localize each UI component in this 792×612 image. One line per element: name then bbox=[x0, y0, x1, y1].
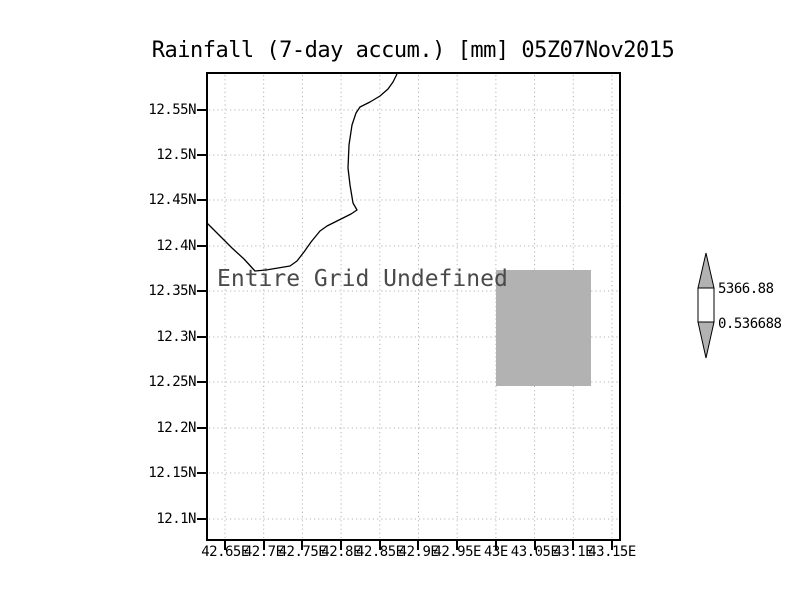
y-axis-label: 12.15N bbox=[148, 465, 196, 481]
colorbar-lower-label: 0.536688 bbox=[718, 316, 782, 332]
x-tick-mark bbox=[456, 541, 458, 550]
y-axis-label: 12.25N bbox=[148, 374, 196, 390]
colorbar-upper-label: 5366.88 bbox=[718, 281, 774, 297]
y-axis-label: 12.2N bbox=[156, 420, 196, 436]
undefined-data-region bbox=[496, 270, 591, 386]
plot-frame bbox=[206, 72, 621, 541]
x-tick-mark bbox=[263, 541, 265, 550]
x-tick-mark bbox=[417, 541, 419, 550]
x-axis-label: 42.7E bbox=[243, 544, 284, 560]
x-tick-mark bbox=[340, 541, 342, 550]
y-tick-mark bbox=[197, 154, 206, 156]
x-axis-label: 42.75E bbox=[278, 544, 327, 560]
y-axis-label: 12.4N bbox=[156, 238, 196, 254]
y-tick-mark bbox=[197, 336, 206, 338]
y-tick-mark bbox=[197, 199, 206, 201]
x-axis-label: 43E bbox=[483, 544, 508, 560]
x-tick-mark bbox=[224, 541, 226, 550]
y-axis-label: 12.5N bbox=[156, 147, 196, 163]
y-axis-label: 12.3N bbox=[156, 329, 196, 345]
x-axis-label: 42.85E bbox=[356, 544, 404, 560]
x-tick-mark bbox=[534, 541, 536, 550]
y-axis-label: 12.1N bbox=[156, 511, 196, 527]
y-tick-mark bbox=[197, 518, 206, 520]
y-axis-label: 12.45N bbox=[148, 192, 196, 208]
y-tick-mark bbox=[197, 427, 206, 429]
colorbar bbox=[697, 252, 715, 359]
colorbar-middle-box bbox=[697, 287, 715, 323]
x-tick-mark bbox=[572, 541, 574, 550]
colorbar-lower-triangle bbox=[697, 321, 715, 359]
x-axis-label: 42.65E bbox=[201, 544, 249, 560]
coastline bbox=[206, 73, 398, 272]
x-axis-label: 42.8E bbox=[321, 544, 361, 560]
x-tick-mark bbox=[611, 541, 613, 550]
y-tick-mark bbox=[197, 472, 206, 474]
x-tick-mark bbox=[495, 541, 497, 550]
undefined-grid-annotation: Entire Grid Undefined bbox=[217, 266, 508, 292]
y-axis-label: 12.55N bbox=[148, 102, 196, 118]
x-tick-mark bbox=[301, 541, 303, 550]
x-axis-label: 43.15E bbox=[588, 544, 636, 560]
y-tick-mark bbox=[197, 109, 206, 111]
x-axis-label: 42.95E bbox=[433, 544, 481, 560]
plot-title: Rainfall (7-day accum.) [mm] 05Z07Nov201… bbox=[151, 38, 675, 63]
x-axis-label: 43.05E bbox=[510, 544, 559, 560]
y-tick-mark bbox=[197, 290, 206, 292]
x-tick-mark bbox=[379, 541, 381, 550]
y-tick-mark bbox=[197, 245, 206, 247]
x-axis-label: 42.9E bbox=[398, 544, 439, 560]
y-tick-mark bbox=[197, 381, 206, 383]
x-axis-label: 43.1E bbox=[553, 544, 594, 560]
colorbar-upper-triangle bbox=[697, 252, 715, 289]
map-plot-area bbox=[206, 72, 621, 541]
y-axis-label: 12.35N bbox=[148, 283, 196, 299]
